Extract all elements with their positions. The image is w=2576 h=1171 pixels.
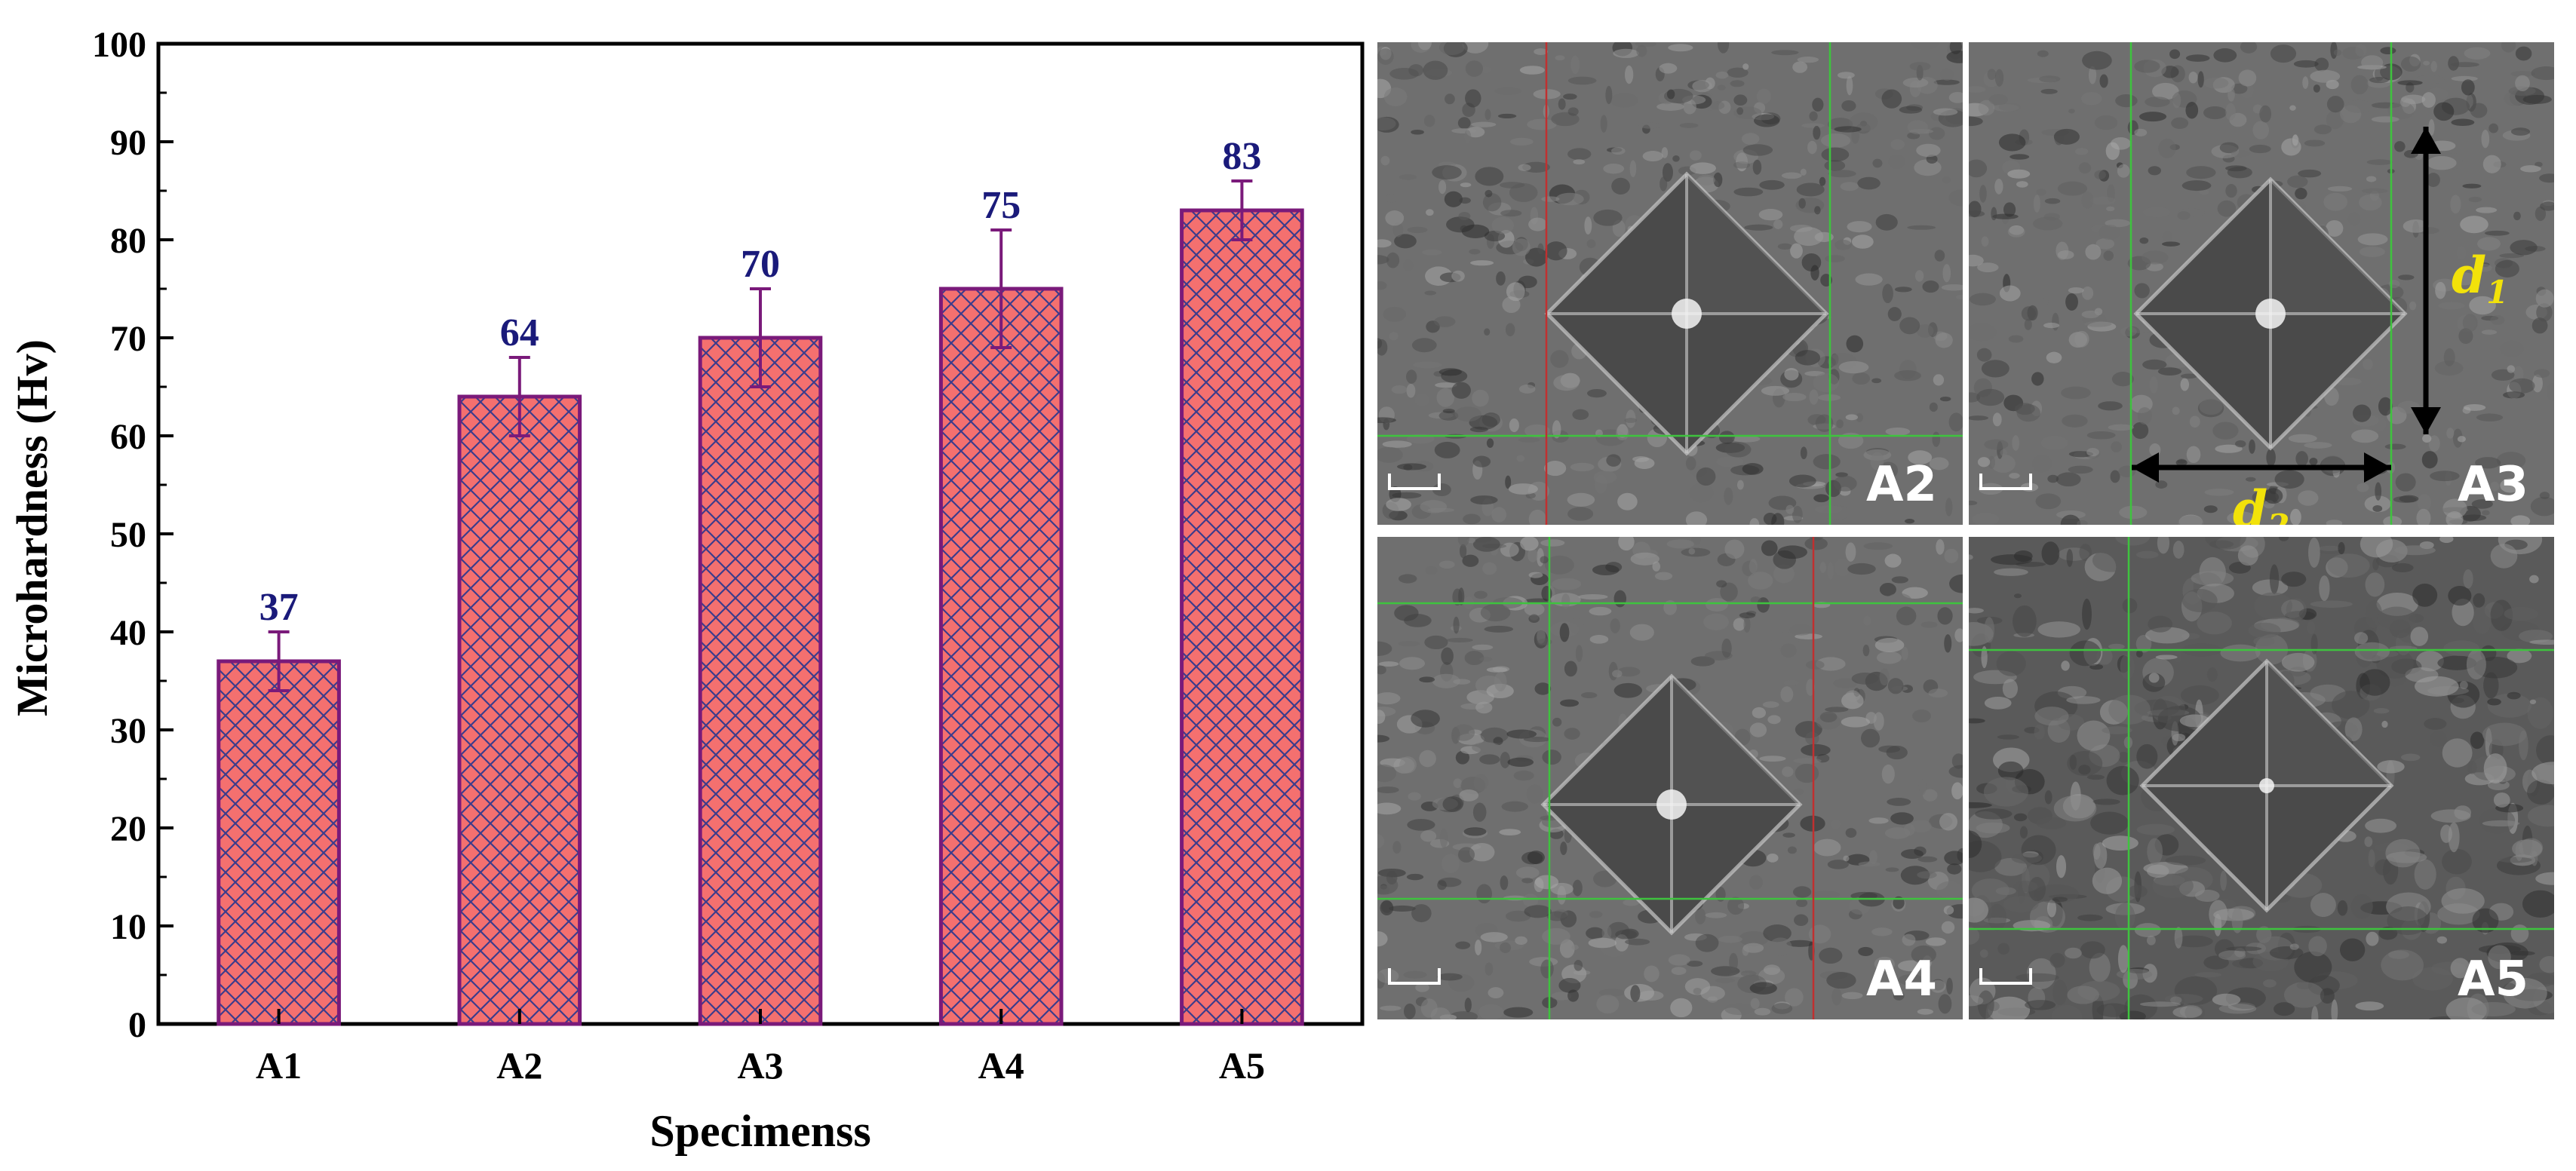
bar-a5 xyxy=(1180,208,1304,1026)
micrograph-panel-a4: A4 xyxy=(1377,537,1963,1019)
y-tick-label: 80 xyxy=(110,221,146,261)
y-tick-label: 0 xyxy=(128,1005,146,1045)
bar-a2 xyxy=(457,394,582,1026)
scale-bar xyxy=(1979,968,2032,985)
scale-bar xyxy=(1388,474,1441,490)
bar-a3 xyxy=(698,336,823,1026)
y-tick-label: 70 xyxy=(110,319,146,359)
microhardness-bar-chart: 0 10 20 30 40 50 60 70 80 90 100 37 A1 64 A2 70 A3 75 A4 83… xyxy=(8,25,1365,1156)
micrograph-image xyxy=(1969,42,2554,525)
scale-bar xyxy=(1388,968,1441,985)
micrograph-image xyxy=(1969,537,2554,1019)
micrograph-image xyxy=(1377,42,1963,525)
panel-label: A2 xyxy=(1865,457,1937,513)
dimension-label-d2: d2 xyxy=(2233,480,2289,525)
y-tick-label: 20 xyxy=(110,809,146,849)
y-axis-title: Microhardness (Hv) xyxy=(8,339,57,716)
data-label-a5: 83 xyxy=(1222,135,1261,178)
y-tick-label: 60 xyxy=(110,417,146,457)
dimension-label-d1: d1 xyxy=(2452,246,2509,311)
y-tick-label: 40 xyxy=(110,613,146,653)
data-label-a3: 70 xyxy=(741,243,780,286)
y-tick-label: 90 xyxy=(110,123,146,163)
y-tick-label: 30 xyxy=(110,711,146,751)
panel-label: A4 xyxy=(1865,952,1937,1007)
x-tick-label-a1: A1 xyxy=(256,1044,302,1087)
y-tick-label: 100 xyxy=(92,25,146,65)
y-tick-label: 10 xyxy=(110,907,146,947)
data-label-a4: 75 xyxy=(981,184,1021,227)
data-label-a2: 64 xyxy=(500,311,539,354)
x-axis-title: Specimenss xyxy=(649,1106,870,1156)
y-tick-label: 50 xyxy=(110,515,146,555)
micrograph-image xyxy=(1377,537,1963,1019)
panel-label: A3 xyxy=(2457,457,2528,513)
bar-a1 xyxy=(216,659,341,1026)
x-tick-label-a4: A4 xyxy=(978,1044,1024,1087)
data-label-a1: 37 xyxy=(259,586,299,629)
scale-bar xyxy=(1979,474,2032,490)
micrograph-panel-a3: A3 d1 d2 xyxy=(1969,42,2554,525)
indentation-micrographs: A2 A3 d1 d2 A4 A5 xyxy=(1377,42,2572,1019)
micrograph-panel-a2: A2 xyxy=(1377,42,1963,525)
dimension-arrow-d1 xyxy=(2411,127,2441,434)
panel-label: A5 xyxy=(2457,952,2528,1007)
bar-a4 xyxy=(938,287,1064,1026)
micrograph-panel-a5: A5 xyxy=(1969,537,2554,1019)
x-tick-label-a3: A3 xyxy=(737,1044,783,1087)
x-tick-label-a5: A5 xyxy=(1219,1044,1265,1087)
dimension-arrow-d2 xyxy=(2132,452,2391,483)
x-tick-label-a2: A2 xyxy=(496,1044,542,1087)
